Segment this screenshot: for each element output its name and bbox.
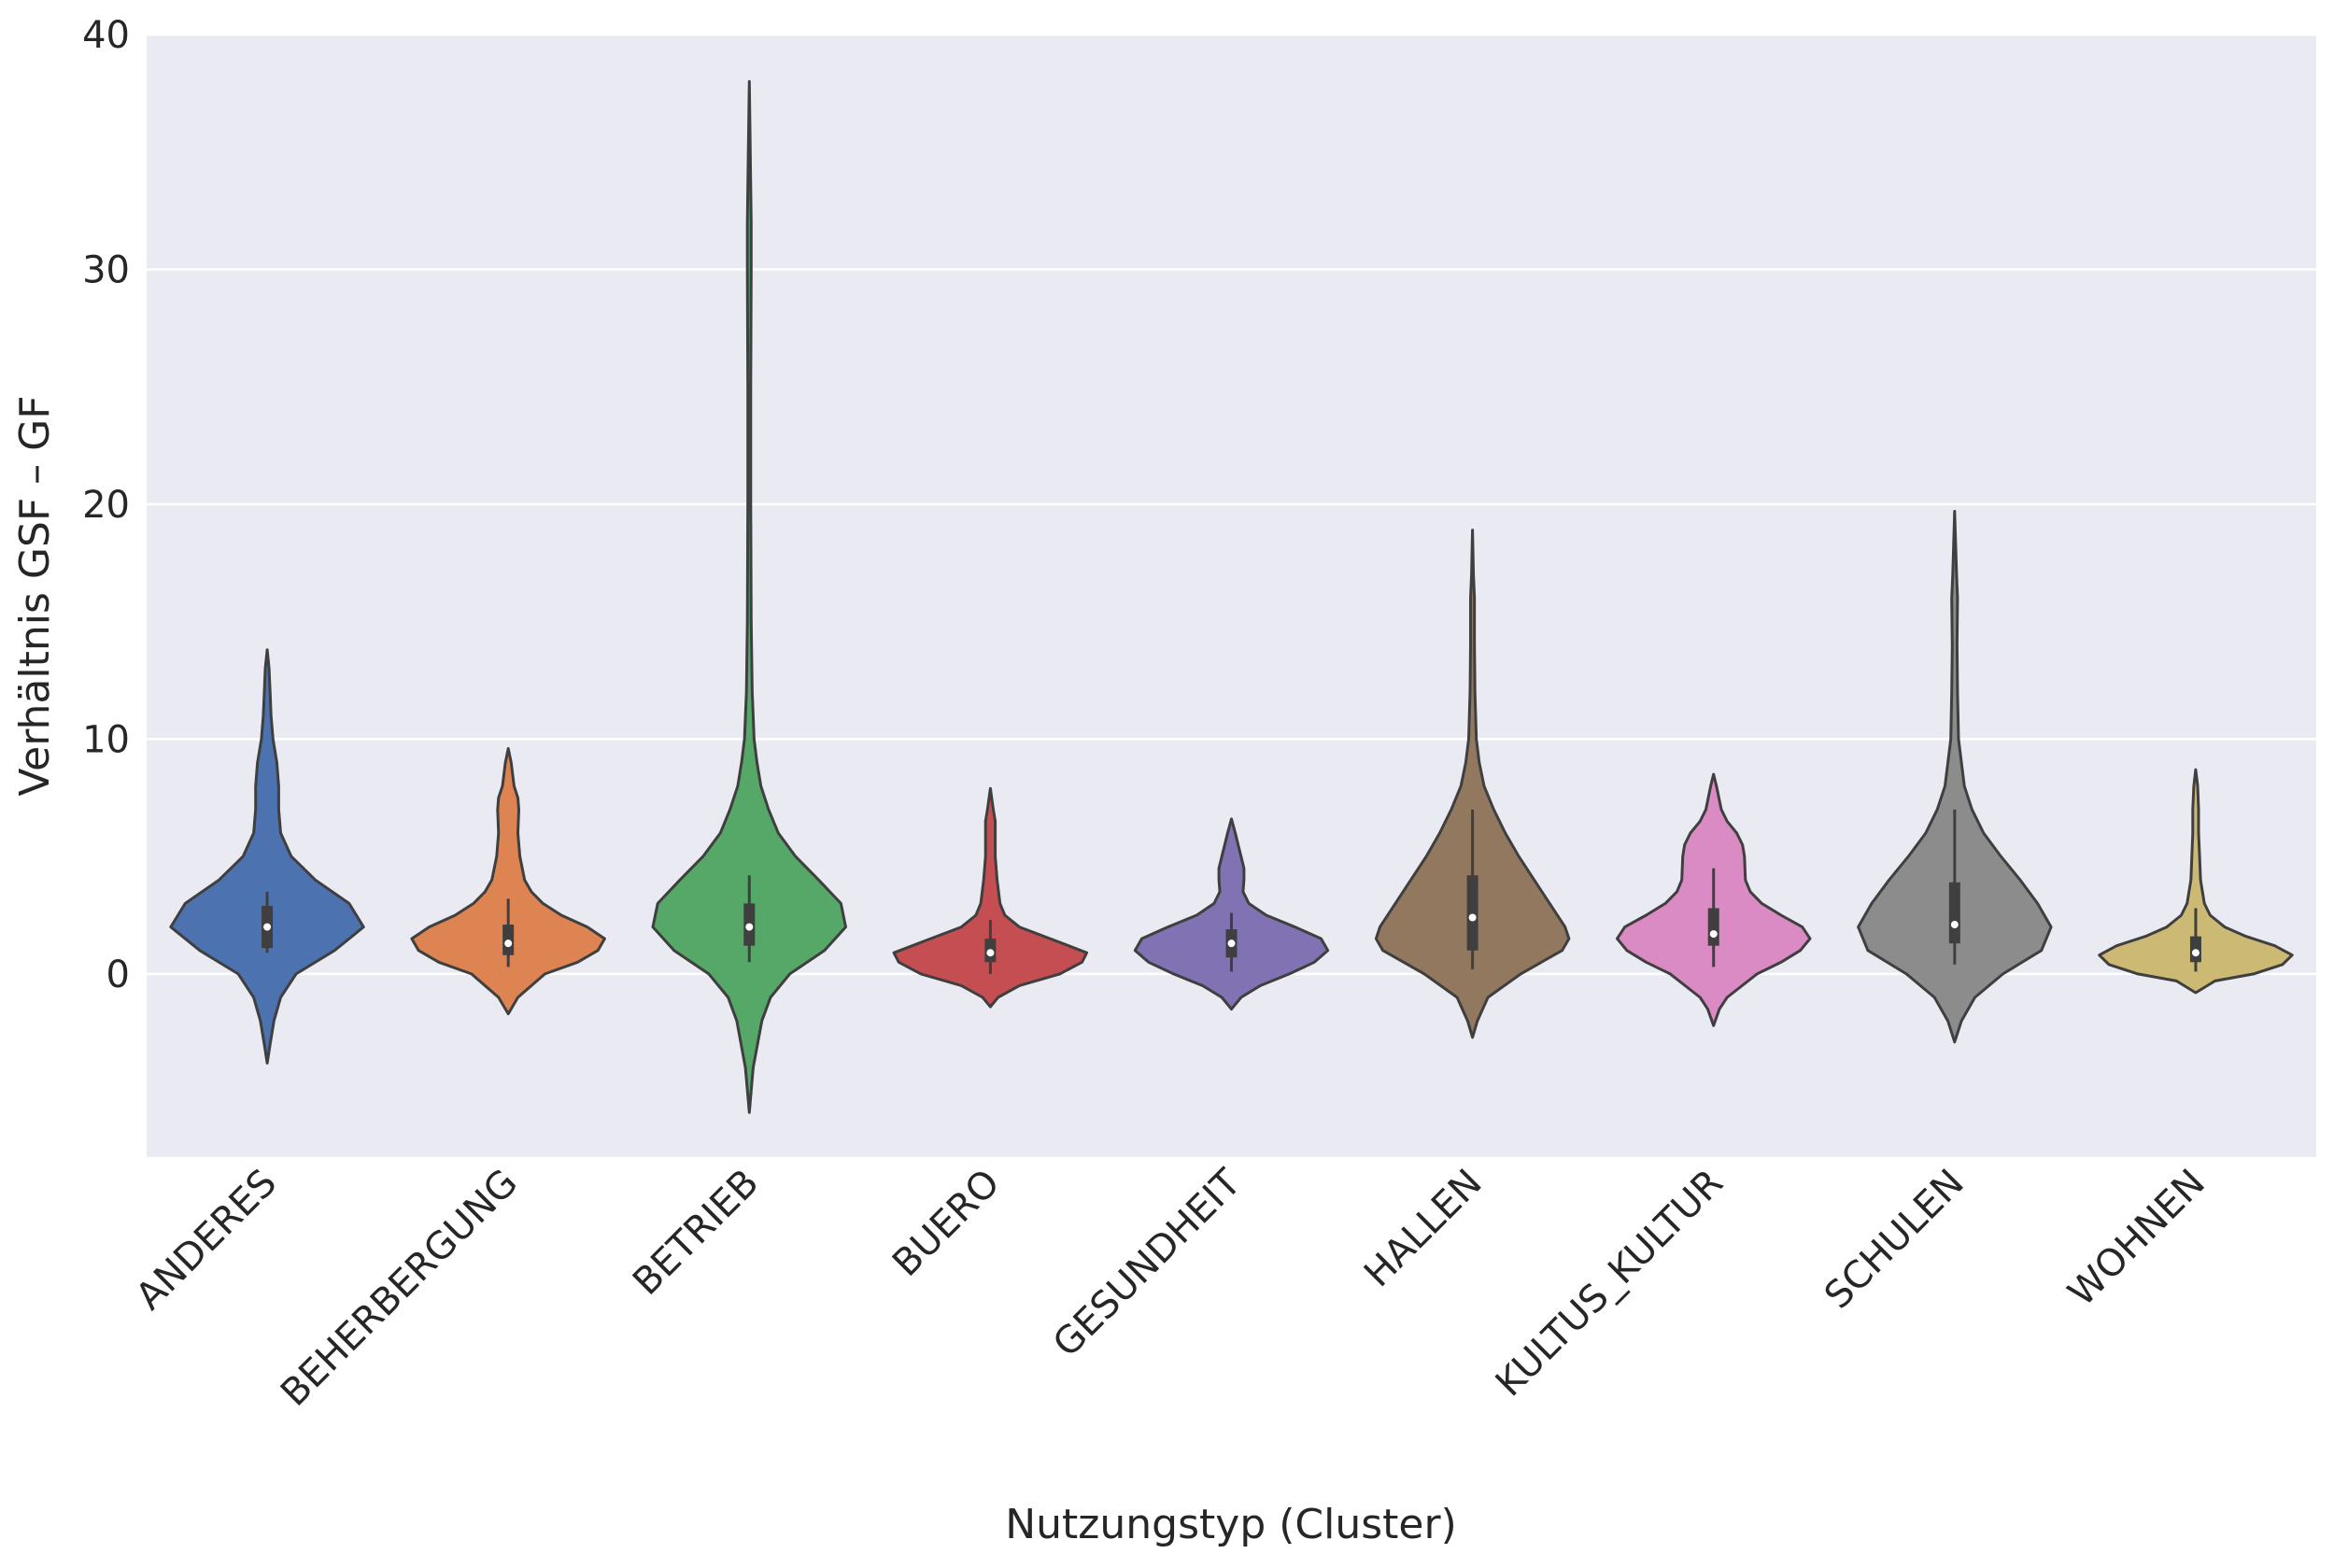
- x-tick-label-hallen: HALLEN: [1356, 1162, 1491, 1296]
- y-tick-label-0: 0: [106, 954, 130, 996]
- iqr-box-hallen: [1466, 875, 1478, 951]
- x-tick-label-gesundheit: GESUNDHEIT: [1045, 1161, 1250, 1365]
- x-tick-label-buero: BUERO: [884, 1162, 1008, 1285]
- violin-buero: [892, 786, 1089, 1009]
- violin-body-buero: [892, 786, 1089, 1009]
- median-dot-wohnen: [2191, 949, 2200, 957]
- x-tick-label-kultus_kultur: KULTUS_KULTUR: [1488, 1162, 1732, 1406]
- violin-body-hallen: [1374, 529, 1571, 1039]
- violin-body-betrieb: [651, 79, 847, 1114]
- x-tick-label-anderes: ANDERES: [128, 1162, 285, 1319]
- violins: [169, 79, 2294, 1114]
- y-tick-label-40: 40: [82, 14, 130, 57]
- violin-betrieb: [651, 79, 847, 1114]
- violin-body-beherbergung: [410, 747, 606, 1016]
- x-tick-label-beherbergung: BEHERBERGUNG: [273, 1162, 526, 1415]
- median-dot-gesundheit: [1227, 939, 1236, 948]
- violin-wohnen: [2098, 768, 2294, 995]
- x-tick-label-schulen: SCHULEN: [1817, 1162, 1973, 1318]
- violin-gesundheit: [1133, 817, 1330, 1011]
- y-tick-labels: 0 10 20 30 40: [82, 14, 130, 996]
- median-dot-kultus_kultur: [1709, 930, 1718, 939]
- y-tick-label-10: 10: [82, 718, 130, 761]
- median-dot-schulen: [1950, 921, 1959, 929]
- median-dot-betrieb: [745, 923, 754, 931]
- median-dot-beherbergung: [504, 939, 513, 948]
- violin-anderes: [169, 648, 365, 1065]
- median-dot-hallen: [1468, 913, 1477, 922]
- violin-body-wohnen: [2098, 768, 2294, 995]
- iqr-box-schulen: [1948, 882, 1960, 944]
- median-dot-anderes: [263, 923, 272, 931]
- violin-hallen: [1374, 529, 1571, 1039]
- x-tick-label-wohnen: WOHNEN: [2060, 1162, 2214, 1315]
- median-dot-buero: [986, 949, 995, 957]
- y-axis-title: Verhältnis GSF – GF: [11, 395, 59, 796]
- x-axis-title: Nutzungstyp (Cluster): [1005, 1501, 1456, 1548]
- violin-schulen: [1857, 510, 2053, 1044]
- violin-beherbergung: [410, 747, 606, 1016]
- iqr-box-kultus_kultur: [1707, 908, 1719, 946]
- y-tick-label-20: 20: [82, 484, 130, 527]
- x-tick-label-betrieb: BETRIEB: [625, 1162, 767, 1304]
- violin-kultus_kultur: [1616, 772, 1812, 1027]
- violin-body-schulen: [1857, 510, 2053, 1044]
- violin-body-anderes: [169, 648, 365, 1065]
- y-tick-label-30: 30: [82, 248, 130, 291]
